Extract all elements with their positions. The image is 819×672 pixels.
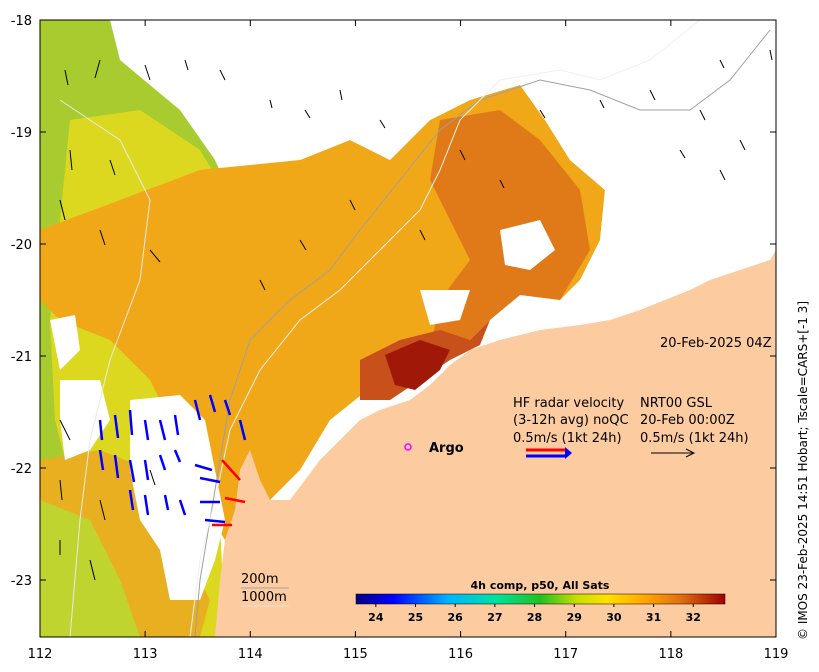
colorbar-tick-label: 32	[686, 611, 701, 624]
isobath-deep	[59, 99, 151, 637]
x-tick-label: 117	[553, 647, 578, 662]
nrt-title: NRT00 GSL	[640, 396, 713, 411]
y-axis: -18 -19 -20 -21 -22 -23	[11, 14, 776, 589]
nrt-scale-arrow	[651, 448, 696, 458]
hf-scale-arrow	[526, 447, 572, 459]
nrt-scale: 0.5m/s (1kt 24h)	[640, 431, 749, 446]
isobath-200m	[194, 29, 771, 637]
colorbar-ticks: 24 25 26 27 28 29 30 31 32	[368, 604, 701, 624]
cloud-lake	[500, 220, 555, 270]
colorbar	[355, 593, 726, 605]
cloud-w2	[60, 380, 110, 460]
cloud-top	[110, 20, 776, 300]
y-tick-label: -19	[11, 126, 32, 141]
argo-label: Argo	[429, 441, 464, 456]
y-tick-label: -23	[11, 574, 32, 589]
y-tick-label: -18	[11, 14, 32, 29]
isobath-1000m	[189, 20, 701, 637]
nrt-arrows	[59, 49, 773, 581]
y-tick-label: -22	[11, 462, 32, 477]
sst-green-sw	[40, 500, 140, 637]
colorbar-tick-label: 25	[408, 611, 423, 624]
cloud-mid	[420, 290, 470, 325]
isobath-1000m-label: 1000m	[241, 590, 287, 605]
colorbar-tick-label: 31	[646, 611, 661, 624]
colorbar-tick-label: 30	[606, 611, 622, 624]
sst-dark-red	[385, 340, 450, 390]
hf-radar-alt-vectors	[212, 459, 246, 527]
x-tick-label: 118	[658, 647, 683, 662]
x-tick-label: 115	[343, 647, 368, 662]
date-label: 20-Feb-2025 04Z	[660, 336, 772, 351]
x-axis: 112 113 114 115 116 117 118 119	[28, 20, 789, 662]
hf-radar-vectors	[98, 394, 247, 524]
colorbar-tick-label: 27	[487, 611, 502, 624]
nrt-time: 20-Feb 00:00Z	[640, 413, 735, 428]
x-tick-label: 113	[133, 647, 158, 662]
x-tick-label: 112	[28, 647, 53, 662]
cloud-west	[50, 315, 80, 370]
argo-marker	[404, 443, 412, 451]
hf-radar-scale: 0.5m/s (1kt 24h)	[513, 431, 622, 446]
credit-text: © IMOS 23-Feb-2025 14:51 Hobart; Tscale=…	[796, 300, 810, 640]
x-tick-label: 119	[764, 647, 789, 662]
colorbar-tick-label: 24	[368, 611, 384, 624]
colorbar-tick-label: 26	[448, 611, 464, 624]
y-tick-label: -20	[11, 238, 32, 253]
hf-radar-avg: (3-12h avg) noQC	[513, 413, 629, 428]
colorbar-tick-label: 28	[527, 611, 542, 624]
isobath-200m-label: 200m	[241, 572, 278, 587]
x-tick-label: 116	[448, 647, 473, 662]
colorbar-title: 4h comp, p50, All Sats	[471, 579, 610, 592]
land	[215, 250, 776, 637]
hf-radar-title: HF radar velocity	[513, 396, 625, 411]
cloud-sw	[130, 395, 225, 600]
colorbar-tick-label: 29	[567, 611, 582, 624]
x-tick-label: 114	[238, 647, 263, 662]
y-tick-label: -21	[11, 350, 32, 365]
plot-frame	[39, 19, 777, 638]
